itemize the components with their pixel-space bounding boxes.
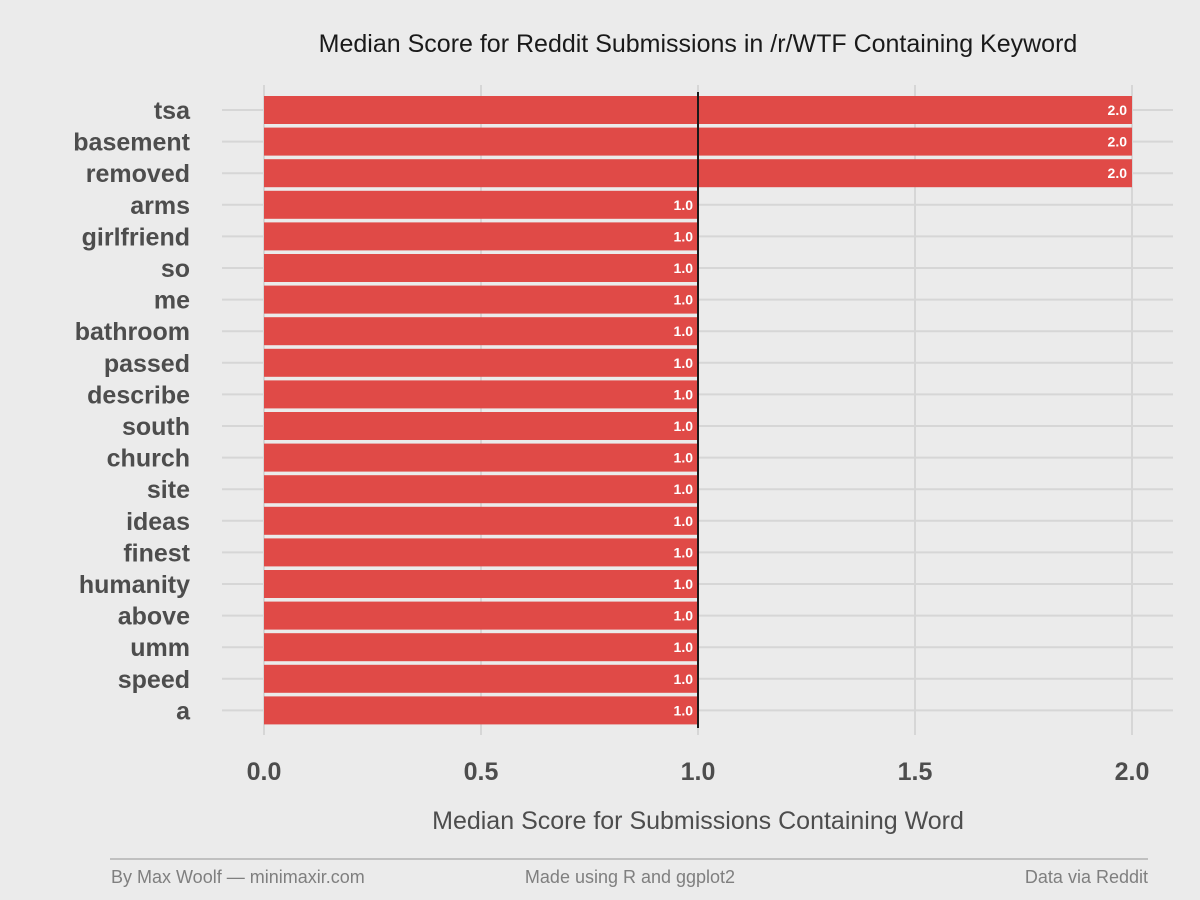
footer-tools: Made using R and ggplot2	[525, 867, 735, 887]
bar-value-label: 1.0	[674, 323, 694, 339]
y-category-label: passed	[104, 350, 190, 378]
bar-value-label: 1.0	[674, 386, 694, 402]
bar-value-label: 1.0	[674, 197, 694, 213]
y-category-label: above	[118, 603, 190, 631]
bar-value-label: 1.0	[674, 418, 694, 434]
bar-value-label: 1.0	[674, 228, 694, 244]
x-tick-label: 0.5	[464, 758, 499, 786]
bar	[264, 696, 698, 725]
bar-value-labels: 2.0 2.0 2.0 1.0 1.0 1.0 1.0 1.0 1.0 1.0 1.0 1.0 1.0 1…	[674, 102, 1128, 718]
y-category-label: basement	[73, 129, 190, 157]
bar-value-label: 1.0	[674, 481, 694, 497]
bar	[264, 317, 698, 346]
bar-value-label: 1.0	[674, 355, 694, 371]
bar	[264, 570, 698, 598]
bar-value-label: 1.0	[674, 702, 694, 718]
bar	[264, 190, 698, 219]
bar-value-label: 1.0	[674, 639, 694, 655]
chart-title: Median Score for Reddit Submissions in /…	[319, 30, 1078, 58]
bar-value-label: 1.0	[674, 450, 694, 466]
bar	[264, 601, 698, 630]
bar	[264, 506, 698, 535]
x-tick-label: 0.0	[247, 758, 282, 786]
bar	[264, 254, 698, 282]
y-category-label: so	[161, 255, 190, 283]
bar	[264, 412, 698, 440]
footer-source: Data via Reddit	[1025, 867, 1148, 887]
y-category-label: finest	[123, 539, 190, 567]
y-axis-category-labels: tsa basement removed arms girlfriend so me bath…	[73, 97, 191, 725]
y-category-label: umm	[130, 634, 190, 662]
bar-value-label: 2.0	[1108, 134, 1128, 150]
y-category-label: south	[122, 413, 190, 441]
bar	[264, 380, 698, 409]
x-tick-label: 1.5	[898, 758, 933, 786]
x-axis-title: Median Score for Submissions Containing …	[432, 807, 964, 835]
footer-author: By Max Woolf — minimaxir.com	[111, 867, 365, 887]
y-category-label: church	[107, 445, 190, 473]
bar	[264, 475, 698, 504]
y-category-label: arms	[130, 192, 190, 220]
bar-value-label: 1.0	[674, 292, 694, 308]
bars	[264, 96, 1132, 725]
bar	[264, 222, 698, 251]
y-category-label: site	[147, 476, 190, 504]
bar-value-label: 1.0	[674, 260, 694, 276]
bar	[264, 443, 698, 472]
y-category-label: describe	[87, 381, 190, 409]
y-category-label: ideas	[126, 508, 190, 536]
y-category-label: removed	[86, 160, 190, 188]
bar-value-label: 2.0	[1108, 165, 1128, 181]
bar-value-label: 1.0	[674, 576, 694, 592]
bar-value-label: 1.0	[674, 608, 694, 624]
x-axis-tick-labels: 0.0 0.5 1.0 1.5 2.0	[247, 758, 1150, 786]
y-category-label: speed	[118, 666, 190, 694]
bar-value-label: 1.0	[674, 544, 694, 560]
bar	[264, 285, 698, 314]
bar	[264, 538, 698, 567]
bar-value-label: 1.0	[674, 513, 694, 529]
y-category-label: me	[154, 287, 190, 315]
y-category-label: tsa	[154, 97, 191, 125]
bar	[264, 664, 698, 693]
bar-value-label: 2.0	[1108, 102, 1128, 118]
bar	[264, 348, 698, 377]
bar	[264, 633, 698, 662]
bar-value-label: 1.0	[674, 671, 694, 687]
x-tick-label: 2.0	[1115, 758, 1150, 786]
y-category-label: girlfriend	[82, 223, 190, 251]
y-category-label: a	[176, 697, 191, 725]
y-category-label: humanity	[79, 571, 190, 599]
y-category-label: bathroom	[75, 318, 190, 346]
x-tick-label: 1.0	[681, 758, 716, 786]
